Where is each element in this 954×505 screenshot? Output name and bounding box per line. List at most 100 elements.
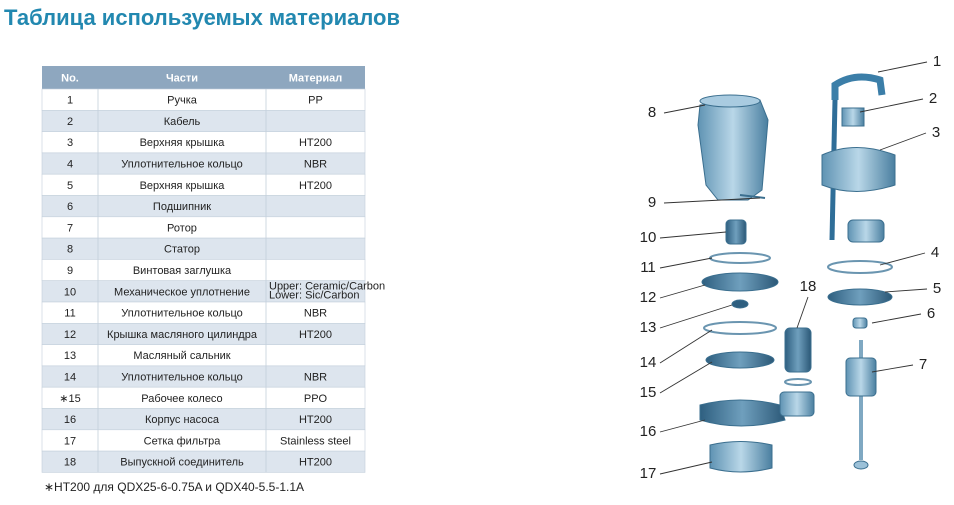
table-cell: 2: [67, 116, 73, 128]
leader-line: [659, 257, 713, 269]
callout-number: 10: [640, 229, 657, 246]
table-cell: Винтовая заглушка: [133, 265, 232, 277]
table-cell: 14: [64, 371, 76, 383]
table-cell: Ручка: [167, 95, 198, 107]
leader-line: [659, 284, 706, 299]
callout-number: 3: [932, 124, 940, 141]
table-cell: HT200: [299, 137, 332, 149]
table-cell: 10: [64, 286, 76, 298]
table-cell: HT200: [299, 414, 332, 426]
leader-line: [871, 364, 914, 373]
table-cell: 4: [67, 158, 73, 170]
table-cell: 1: [67, 95, 73, 107]
table-cell: Корпус насоса: [145, 414, 220, 426]
column-header: Части: [166, 72, 198, 84]
table-cell: 18: [64, 457, 76, 469]
table-cell: 12: [64, 329, 76, 341]
gland: [841, 107, 865, 127]
table-cell: Уплотнительное кольцо: [121, 371, 243, 383]
filter-screen: [709, 441, 773, 473]
leader-line: [879, 252, 926, 266]
callout-number: 8: [648, 104, 656, 121]
table-cell: Крышка масляного цилиндра: [107, 329, 258, 341]
callout-number: 15: [640, 384, 657, 401]
shaft: [859, 340, 863, 460]
table-cell: Рабочее колесо: [141, 393, 222, 405]
table-cell: ∗15: [59, 393, 80, 405]
oil-seal: [731, 299, 749, 309]
outlet-connector: [784, 327, 812, 373]
leader-line: [663, 197, 761, 204]
table-cell: 11: [64, 308, 75, 320]
callout-number: 18: [800, 278, 817, 295]
rotor: [845, 357, 877, 397]
table-row: [41, 110, 366, 132]
callout-number: 17: [640, 465, 657, 482]
table-cell: Выпускной соединитель: [120, 457, 244, 469]
table-cell: 8: [67, 244, 73, 256]
table-row: [41, 237, 366, 260]
exploded-view: [697, 73, 896, 473]
table-cell: Сетка фильтра: [144, 435, 222, 447]
table-cell: HT200: [299, 180, 332, 192]
callout-number: 12: [640, 289, 657, 306]
table-cell: Статор: [164, 244, 200, 256]
table-cell: 9: [67, 265, 73, 277]
leader-line: [659, 231, 727, 239]
leader-line: [884, 288, 928, 293]
table-cell: Уплотнительное кольцо: [121, 158, 243, 170]
column-header: No.: [61, 72, 79, 84]
leader-line: [879, 132, 927, 151]
callout-number: 2: [929, 90, 937, 107]
leader-line: [796, 296, 809, 329]
column-header: Материал: [289, 72, 343, 84]
mech-seal: [725, 219, 747, 245]
table-cell: Ротор: [167, 222, 197, 234]
table-cell: Масляный сальник: [133, 350, 230, 362]
footnote: ∗HT200 для QDX25-6-0.75A и QDX40-5.5-1.1…: [44, 480, 304, 494]
leader-line: [859, 98, 924, 113]
table-row: [41, 216, 366, 239]
callout-number: 1: [933, 53, 941, 70]
table-cell: Механическое уплотнение: [114, 286, 250, 298]
cover: [827, 288, 893, 306]
table-cell: Lower: Sic/Carbon: [269, 290, 360, 302]
leader-line: [663, 104, 706, 114]
table-cell: 3: [67, 137, 73, 149]
table-cell: Уплотнительное кольцо: [121, 308, 243, 320]
o-ring: [709, 252, 771, 264]
callout-number: 4: [931, 244, 939, 261]
ring: [784, 378, 812, 386]
leader-line: [659, 361, 713, 394]
callout-number: 14: [640, 354, 657, 371]
table-cell: 7: [67, 222, 73, 234]
table-cell: Верхняя крышка: [140, 180, 226, 192]
materials-table: No. Части Материал 1 Ручка PP 2 Кабель 3 Верхняя …: [41, 66, 385, 473]
stator-housing: [697, 99, 769, 201]
leader-line: [659, 461, 713, 475]
capacitor: [847, 219, 885, 243]
leader-line: [659, 304, 733, 329]
callout-number: 11: [640, 259, 656, 276]
table-cell: NBR: [304, 158, 327, 170]
callout-number: 5: [933, 280, 941, 297]
table-cell: PPO: [304, 393, 328, 405]
table-cell: 13: [64, 350, 76, 362]
oil-cover: [701, 272, 779, 292]
outlet: [779, 391, 815, 417]
header-row: [42, 66, 365, 89]
table-cell: 16: [64, 414, 76, 426]
table-row: [41, 450, 366, 473]
table-cell: HT200: [299, 457, 332, 469]
o-ring: [703, 321, 777, 335]
callout-number: 6: [927, 305, 935, 322]
bearing: [852, 317, 868, 329]
bearing: [853, 460, 869, 470]
handle: [831, 73, 886, 100]
leader-line: [659, 329, 713, 364]
callout-number: 13: [640, 319, 657, 336]
upper-cover: [821, 147, 896, 192]
table-cell: Кабель: [164, 116, 201, 128]
